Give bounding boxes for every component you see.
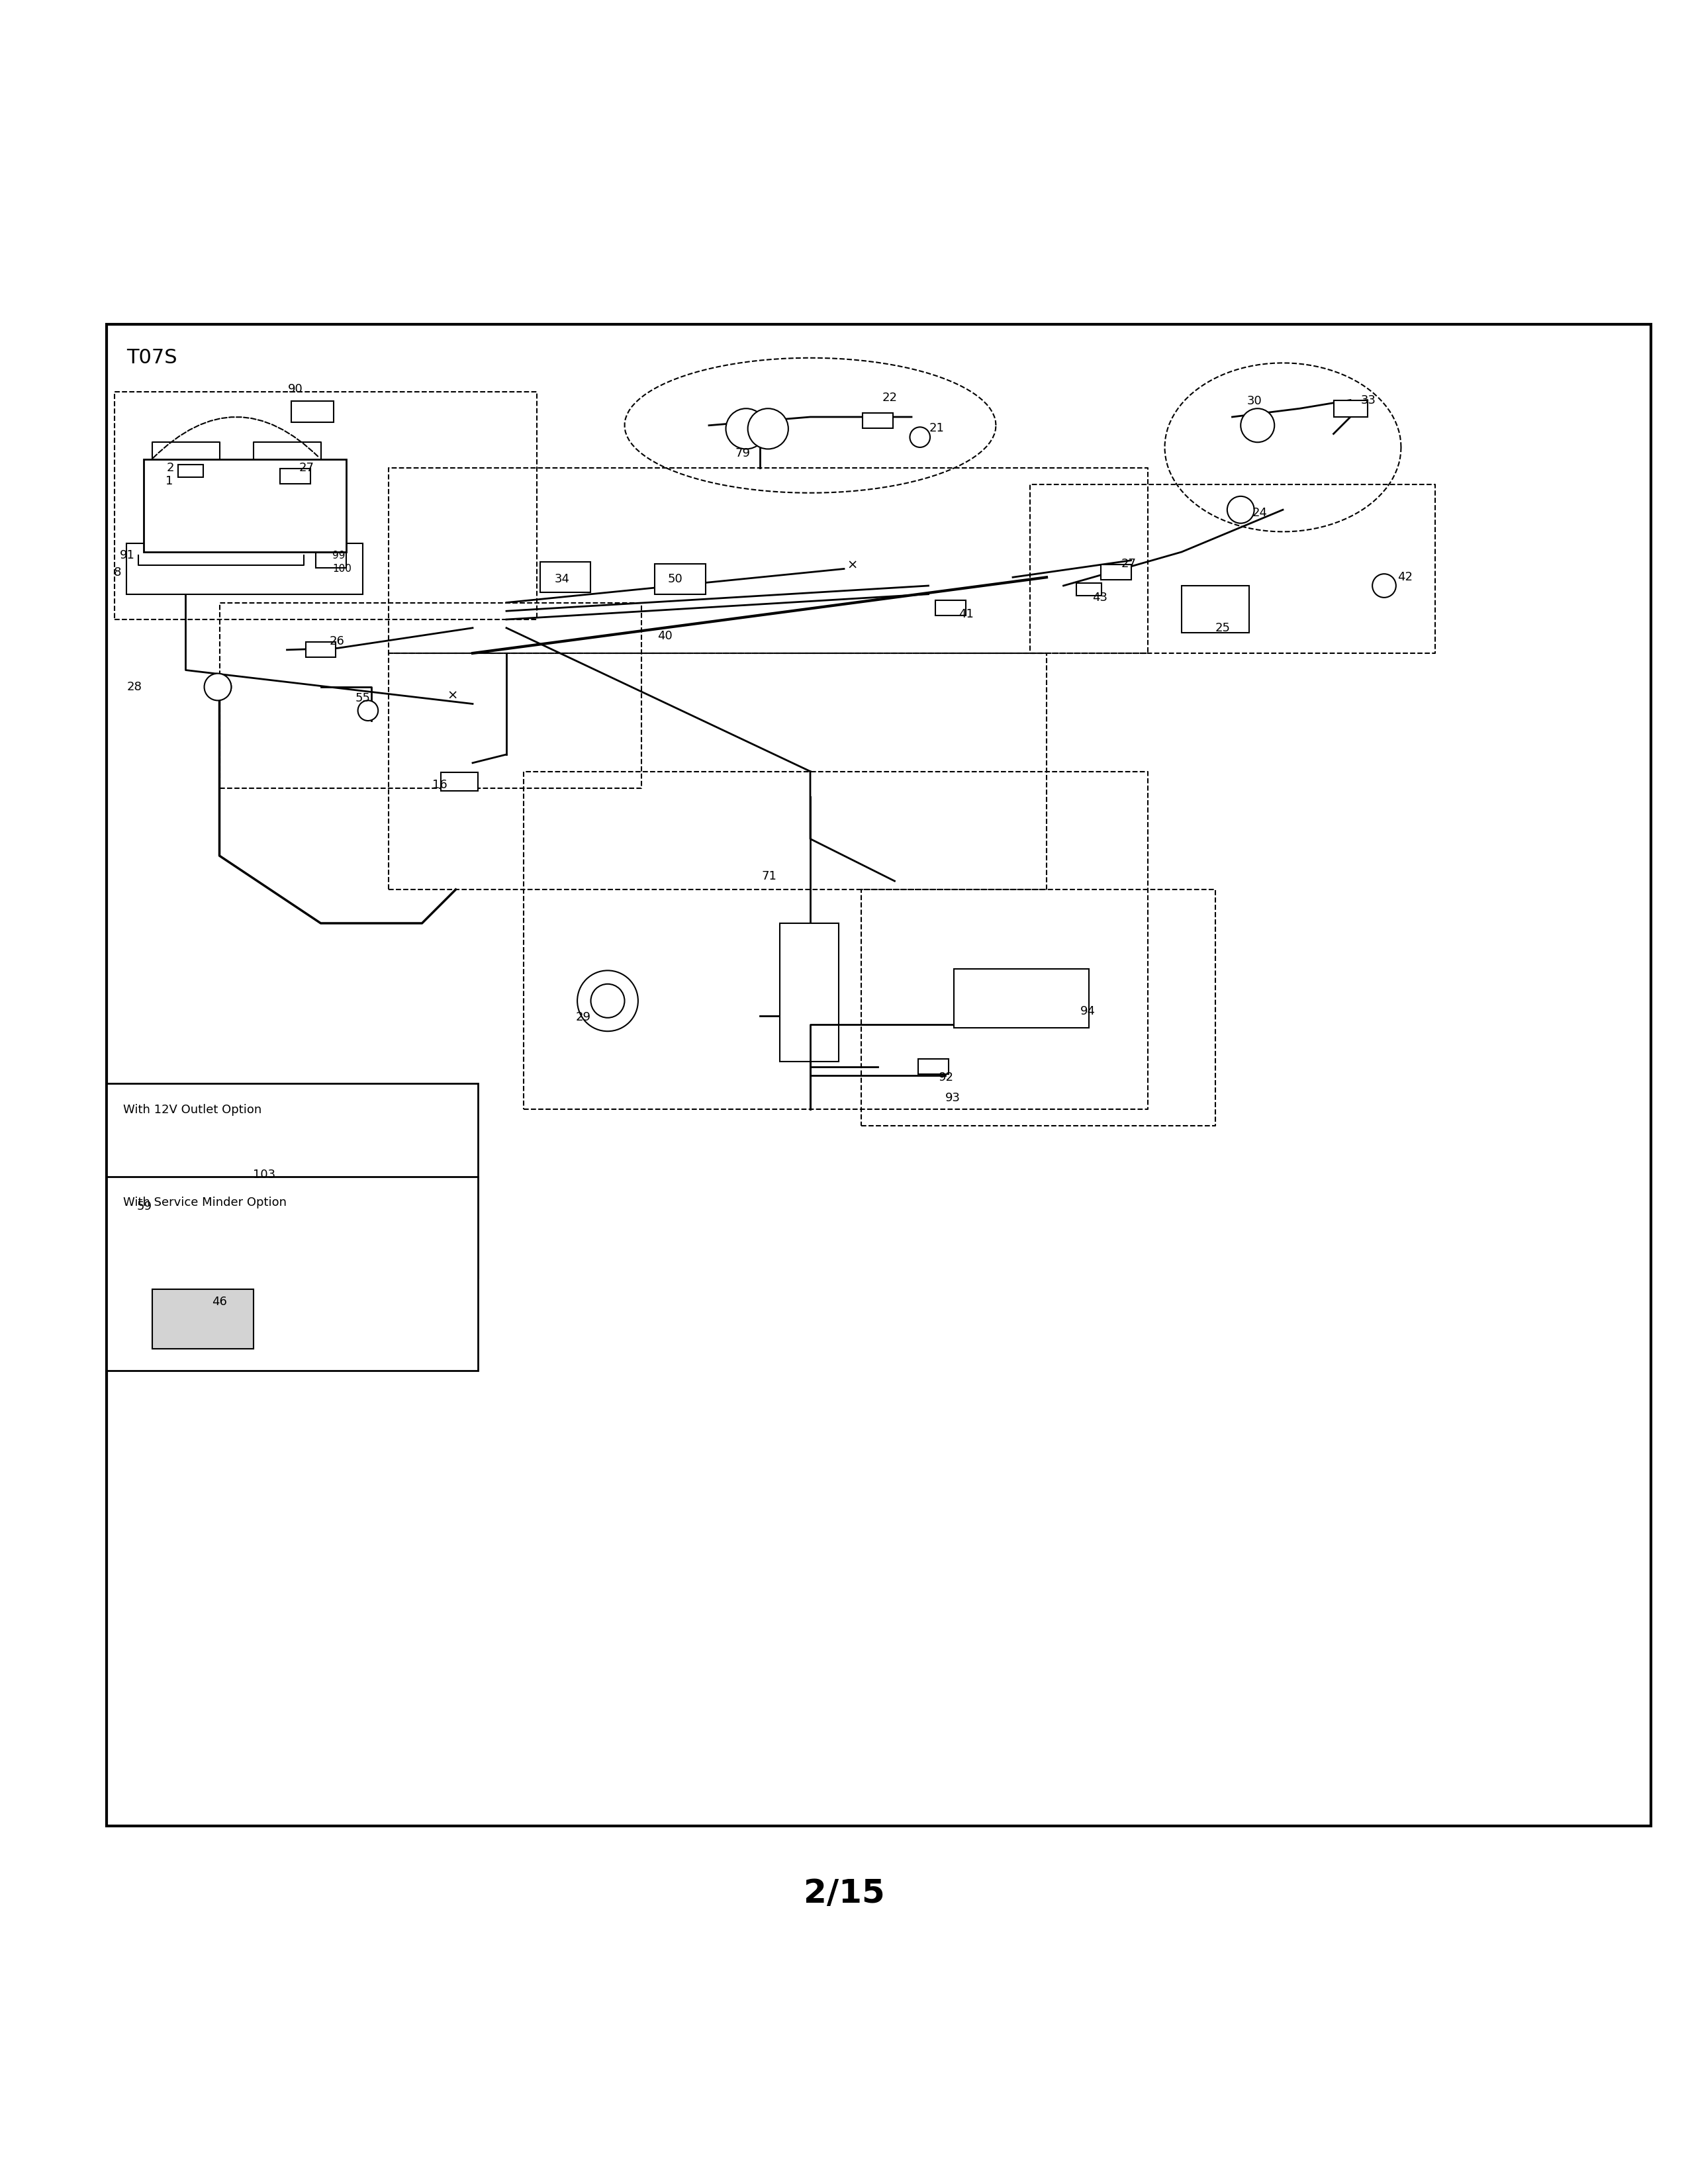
Circle shape — [1241, 408, 1274, 441]
Text: 24: 24 — [1252, 507, 1268, 520]
Text: 41: 41 — [959, 609, 974, 620]
Bar — [143, 459, 346, 553]
Text: ×: × — [847, 559, 858, 572]
Text: 27: 27 — [1121, 557, 1136, 570]
Text: 2: 2 — [165, 461, 174, 474]
Bar — [115, 391, 537, 620]
Circle shape — [1372, 574, 1396, 598]
Text: 43: 43 — [1092, 592, 1107, 603]
Bar — [918, 1059, 949, 1075]
Bar — [106, 1177, 478, 1372]
Circle shape — [204, 673, 231, 701]
Text: 30: 30 — [1247, 395, 1261, 406]
Bar — [863, 413, 893, 428]
Text: 42: 42 — [1398, 572, 1413, 583]
Text: 16: 16 — [432, 780, 447, 791]
Text: 50: 50 — [668, 572, 682, 585]
Text: With Service Minder Option: With Service Minder Option — [123, 1197, 287, 1208]
Bar — [106, 1083, 478, 1278]
Circle shape — [147, 1192, 177, 1223]
Text: 93: 93 — [945, 1092, 960, 1103]
Bar — [306, 642, 336, 657]
Text: 92: 92 — [939, 1072, 954, 1083]
Text: 59: 59 — [137, 1201, 152, 1212]
Text: 79: 79 — [734, 448, 751, 459]
Text: 99: 99 — [333, 550, 346, 561]
Circle shape — [748, 408, 788, 450]
Text: 8: 8 — [115, 566, 122, 579]
Bar — [179, 465, 204, 478]
Text: 29: 29 — [576, 1011, 591, 1022]
Text: 1: 1 — [165, 476, 172, 487]
Bar — [316, 553, 346, 568]
Text: 34: 34 — [554, 572, 571, 585]
Bar — [280, 467, 311, 483]
Bar — [780, 924, 839, 1061]
Bar — [935, 601, 966, 616]
Text: 71: 71 — [761, 869, 776, 882]
Bar — [1334, 400, 1367, 417]
Text: 90: 90 — [289, 382, 302, 395]
Circle shape — [577, 970, 638, 1031]
Bar — [127, 544, 363, 594]
Bar — [106, 323, 1651, 1826]
Bar — [1077, 583, 1102, 596]
Text: 40: 40 — [658, 631, 672, 642]
Bar — [655, 563, 706, 594]
Text: 21: 21 — [930, 422, 944, 435]
Text: 103: 103 — [253, 1168, 275, 1182]
Text: T07S: T07S — [127, 347, 177, 367]
Bar — [441, 773, 478, 791]
Text: 46: 46 — [213, 1295, 226, 1308]
Circle shape — [910, 428, 930, 448]
Circle shape — [208, 675, 231, 699]
Text: 28: 28 — [127, 681, 142, 692]
Text: With 12V Outlet Option: With 12V Outlet Option — [123, 1103, 262, 1116]
Bar — [1182, 585, 1249, 633]
Bar — [177, 1171, 211, 1188]
Text: 55: 55 — [354, 692, 371, 703]
Circle shape — [591, 985, 625, 1018]
Circle shape — [1227, 496, 1254, 524]
Bar — [290, 402, 333, 422]
Text: 33: 33 — [1361, 393, 1376, 406]
Text: 100: 100 — [333, 563, 351, 574]
Text: 2/15: 2/15 — [803, 1878, 885, 1909]
Bar — [540, 561, 591, 592]
Circle shape — [358, 701, 378, 721]
Text: 22: 22 — [881, 391, 898, 404]
Text: 27: 27 — [299, 461, 314, 474]
Text: 91: 91 — [120, 550, 135, 561]
Bar — [280, 1173, 311, 1188]
Circle shape — [726, 408, 766, 450]
Bar — [954, 970, 1089, 1029]
Text: 26: 26 — [329, 636, 344, 646]
Text: ×: × — [447, 690, 457, 701]
Bar — [1101, 566, 1131, 579]
Bar — [152, 1289, 253, 1348]
Text: 25: 25 — [1215, 622, 1231, 633]
Text: 94: 94 — [1080, 1005, 1096, 1018]
